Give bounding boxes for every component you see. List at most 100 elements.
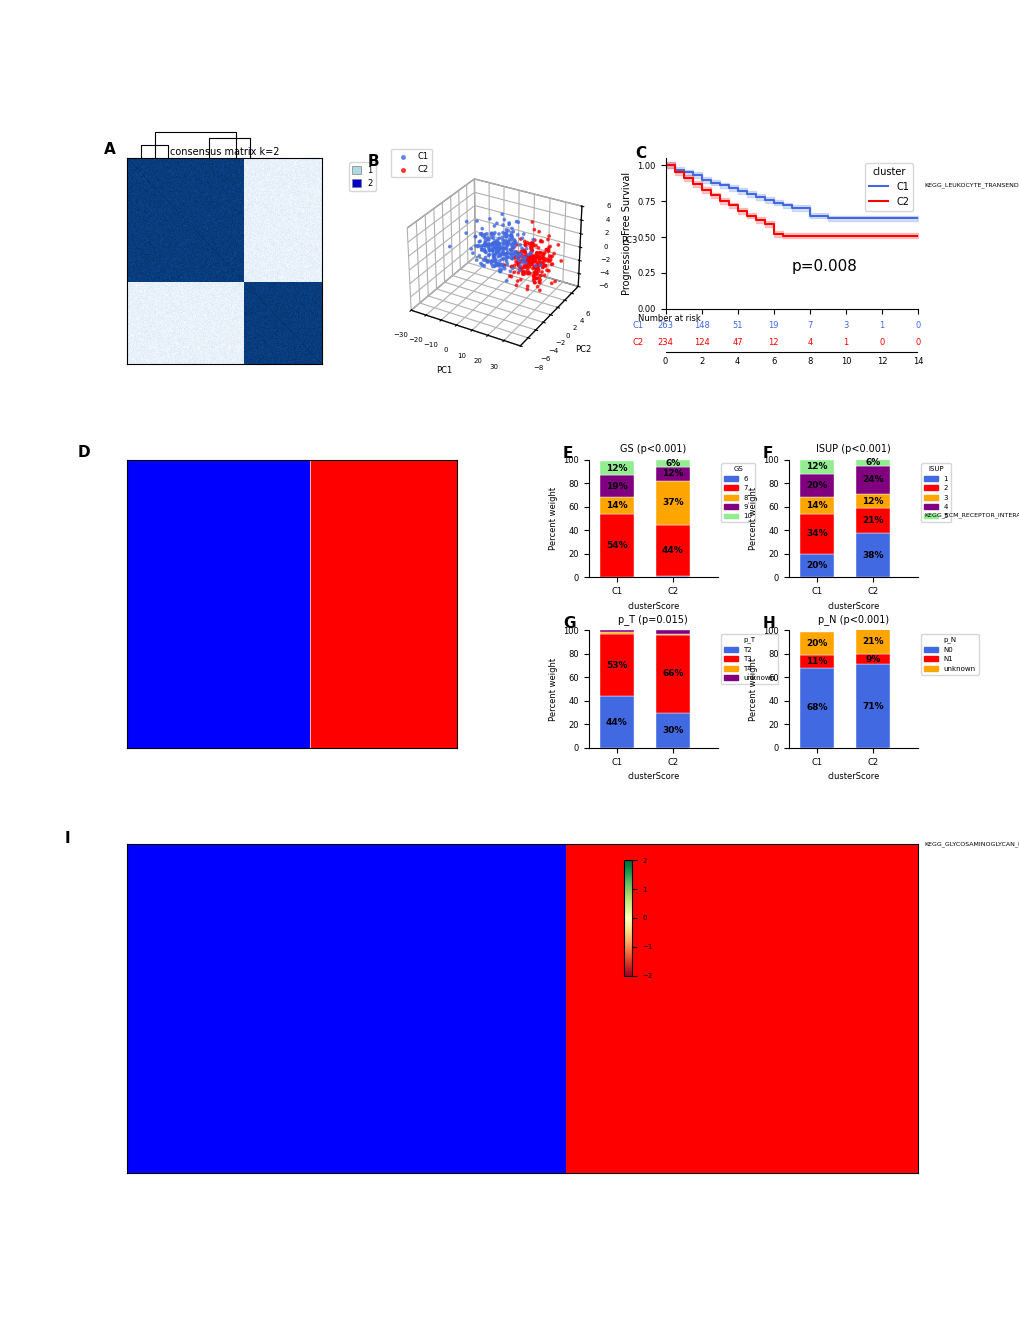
- C1: [658, 157, 671, 173]
- C2: [667, 165, 680, 181]
- Y-axis label: Percent weight: Percent weight: [748, 658, 757, 721]
- Bar: [855, 629, 889, 654]
- Bar: [655, 467, 689, 481]
- Bar: [855, 532, 889, 577]
- Bar: [599, 497, 633, 514]
- Legend: T2, T3, T4, unknown: T2, T3, T4, unknown: [720, 634, 777, 684]
- C2: [721, 198, 734, 214]
- Bar: [599, 631, 633, 634]
- Text: H: H: [762, 617, 775, 631]
- Text: 20%: 20%: [805, 639, 826, 647]
- Line: C2: C2: [664, 165, 917, 236]
- Text: 124: 124: [693, 337, 709, 347]
- Text: 12: 12: [875, 357, 887, 366]
- C1: [839, 211, 851, 227]
- Text: D: D: [78, 445, 91, 460]
- Text: 9%: 9%: [864, 655, 879, 664]
- Text: 37%: 37%: [661, 498, 683, 507]
- X-axis label: clusterScore: clusterScore: [826, 772, 878, 782]
- Text: C1: C1: [632, 320, 643, 330]
- Bar: [599, 476, 633, 497]
- Text: 71%: 71%: [861, 701, 883, 710]
- Text: 68%: 68%: [805, 704, 826, 713]
- Text: 30%: 30%: [661, 726, 683, 734]
- Text: KEGG_ECM_RECEPTOR_INTERACTION: KEGG_ECM_RECEPTOR_INTERACTION: [923, 511, 1019, 518]
- Y-axis label: Progression-Free Survival: Progression-Free Survival: [622, 171, 631, 295]
- Title: p_N (p<0.001): p_N (p<0.001): [817, 614, 889, 625]
- Text: 10: 10: [840, 357, 850, 366]
- Title: consensus matrix k=2: consensus matrix k=2: [170, 148, 279, 157]
- Text: 66%: 66%: [661, 670, 683, 679]
- C2: [686, 177, 698, 192]
- Text: 0: 0: [914, 337, 920, 347]
- Text: 148: 148: [693, 320, 709, 330]
- C1: [731, 183, 743, 199]
- Bar: [855, 465, 889, 494]
- Y-axis label: Percent weight: Percent weight: [548, 488, 557, 550]
- Bar: [799, 474, 833, 497]
- C1: [803, 208, 815, 224]
- Legend: N0, N1, unknown: N0, N1, unknown: [920, 634, 977, 675]
- Legend: C1, C2: C1, C2: [390, 149, 432, 178]
- Text: 6%: 6%: [664, 459, 680, 468]
- Bar: [855, 494, 889, 507]
- Text: 44%: 44%: [605, 717, 627, 726]
- Bar: [855, 507, 889, 532]
- Text: C2: C2: [632, 337, 643, 347]
- Text: Number at risk: Number at risk: [638, 314, 700, 323]
- Bar: [799, 514, 833, 554]
- Text: E: E: [562, 445, 573, 461]
- Title: ISUP (p<0.001): ISUP (p<0.001): [815, 444, 890, 453]
- Text: 34%: 34%: [805, 530, 826, 539]
- C2: [695, 182, 707, 198]
- C1: [875, 211, 888, 227]
- Text: p=0.008: p=0.008: [791, 260, 857, 274]
- C1: [704, 174, 716, 190]
- Text: ALOX5AP***: ALOX5AP***: [461, 1062, 491, 1068]
- Bar: [655, 713, 689, 747]
- C2: [821, 228, 834, 244]
- C1: [740, 186, 752, 202]
- X-axis label: clusterScore: clusterScore: [627, 602, 679, 610]
- Text: B: B: [367, 154, 379, 169]
- Text: I: I: [64, 830, 70, 846]
- C1: [695, 171, 707, 187]
- Text: KEGG_LEUKOCYTE_TRANSENDOTHELIAL_MIGRATION: KEGG_LEUKOCYTE_TRANSENDOTHELIAL_MIGRATIO…: [923, 183, 1019, 188]
- C1: [911, 211, 923, 227]
- C2: [677, 170, 689, 186]
- Text: 0: 0: [878, 337, 883, 347]
- C1: [767, 195, 780, 211]
- Text: 20%: 20%: [805, 481, 826, 490]
- Text: 51: 51: [732, 320, 742, 330]
- C2: [749, 212, 761, 228]
- Text: 12: 12: [767, 337, 779, 347]
- Text: 21%: 21%: [861, 637, 882, 646]
- Text: 11%: 11%: [805, 656, 826, 666]
- Line: C1: C1: [664, 165, 917, 219]
- Text: A: A: [104, 142, 116, 157]
- Text: 54%: 54%: [605, 542, 627, 550]
- Text: 12%: 12%: [605, 464, 627, 473]
- C2: [731, 203, 743, 219]
- C2: [758, 216, 770, 232]
- C2: [803, 228, 815, 244]
- C2: [767, 227, 780, 243]
- Text: 19%: 19%: [605, 482, 627, 490]
- Bar: [655, 525, 689, 576]
- C1: [686, 167, 698, 183]
- Text: 12%: 12%: [861, 497, 882, 506]
- Bar: [855, 664, 889, 747]
- Bar: [655, 460, 689, 467]
- Bar: [599, 634, 633, 696]
- Bar: [799, 631, 833, 655]
- C1: [749, 188, 761, 204]
- Legend: C1, C2: C1, C2: [864, 163, 912, 211]
- Y-axis label: Percent weight: Percent weight: [748, 488, 757, 550]
- Y-axis label: Percent weight: Percent weight: [548, 658, 557, 721]
- Text: 4: 4: [735, 357, 740, 366]
- Text: 38%: 38%: [861, 551, 882, 560]
- Text: 24%: 24%: [861, 476, 883, 484]
- Text: 19: 19: [767, 320, 779, 330]
- C1: [821, 211, 834, 227]
- X-axis label: clusterScore: clusterScore: [627, 772, 679, 782]
